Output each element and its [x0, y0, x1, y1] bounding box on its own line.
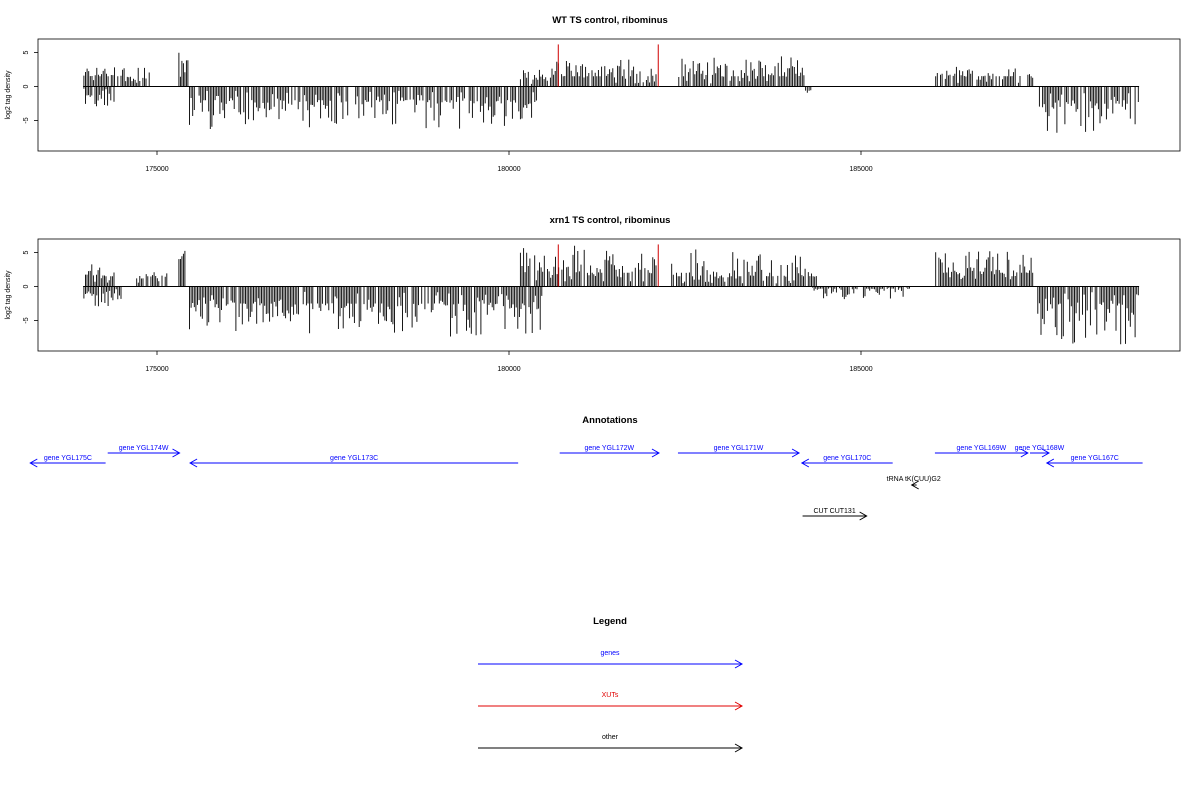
xrn1-y-axis-label: log2 tag density	[5, 270, 12, 320]
x-tick-label: 185000	[849, 366, 872, 373]
feature-label: gene YGL170C	[823, 455, 871, 462]
feature-arrowhead	[1041, 448, 1050, 458]
feature-label: gene YGL171W	[714, 445, 764, 452]
feature-label: gene YGL174W	[119, 445, 169, 452]
y-tick-label: -5	[23, 117, 30, 123]
y-tick-label: 5	[23, 51, 30, 55]
feature-label: gene YGL172W	[584, 445, 634, 452]
minus-strand-bars	[812, 286, 910, 300]
annotation-feature: gene YGL171W	[677, 445, 801, 458]
feature-arrowhead	[800, 458, 810, 468]
x-tick-label: 175000	[145, 166, 168, 173]
feature-label: gene YGL175C	[44, 455, 92, 462]
legend-arrowhead	[734, 701, 744, 711]
minus-strand-bars	[1038, 86, 1139, 133]
xrn1-panel-title: xrn1 TS control, ribominus	[550, 215, 671, 226]
wt-y-axis-label: log2 tag density	[5, 70, 12, 120]
annotation-feature: gene YGL168W	[1015, 445, 1065, 458]
plus-strand-bars	[551, 59, 657, 87]
feature-label: gene YGL169W	[957, 445, 1007, 452]
y-tick-label: 0	[23, 284, 30, 288]
feature-arrowhead	[910, 480, 919, 490]
x-tick-label: 180000	[497, 366, 520, 373]
annotations-title: Annotations	[582, 415, 637, 426]
legend: Legend genes XUTs other	[478, 616, 744, 753]
feature-label: tRNA tK(CUU)G2	[887, 476, 941, 483]
wt-axes: 175000 180000 185000 5 0 -5	[23, 51, 873, 173]
plus-strand-bars	[671, 249, 817, 287]
annotation-feature: gene YGL174W	[107, 445, 181, 458]
feature-arrowhead	[1045, 458, 1055, 468]
minus-strand-bars	[189, 286, 543, 337]
wt-coverage-panel: WT TS control, ribominus log2 tag densit…	[5, 15, 1181, 173]
xrn1-coverage-panel: xrn1 TS control, ribominus log2 tag dens…	[5, 215, 1181, 373]
minus-strand-bars	[83, 86, 115, 107]
feature-arrowhead	[791, 448, 801, 458]
x-tick-label: 175000	[145, 366, 168, 373]
annotation-feature: gene YGL170C	[800, 455, 893, 468]
feature-label: CUT CUT131	[813, 508, 855, 515]
legend-arrowhead	[734, 659, 744, 669]
annotation-feature: gene YGL172W	[559, 445, 660, 458]
feature-label: gene YGL167C	[1071, 455, 1119, 462]
legend-item: genes	[478, 650, 744, 669]
annotation-feature: gene YGL173C	[189, 455, 519, 468]
legend-label: genes	[600, 650, 620, 657]
legend-title: Legend	[593, 616, 627, 627]
wt-coverage-bars	[83, 44, 1140, 133]
plus-strand-bars	[178, 52, 189, 87]
plus-strand-bars	[935, 251, 1034, 287]
feature-arrowhead	[29, 458, 38, 468]
x-tick-label: 185000	[849, 166, 872, 173]
plus-strand-bars	[678, 56, 805, 87]
plus-strand-bars	[519, 69, 551, 87]
annotation-feature: gene YGL175C	[29, 455, 106, 468]
minus-strand-bars	[805, 86, 812, 93]
annotation-features: gene YGL175C gene YGL174W gene YGL173C gene…	[29, 445, 1143, 521]
wt-panel-title: WT TS control, ribominus	[552, 15, 668, 26]
legend-label: other	[602, 734, 619, 741]
y-tick-label: 0	[23, 84, 30, 88]
legend-arrowhead	[734, 743, 744, 753]
wt-plot-frame	[37, 38, 1181, 152]
annotation-feature: tRNA tK(CUU)G2	[887, 476, 941, 490]
plus-strand-bars	[83, 67, 122, 87]
xrn1-coverage-bars	[83, 244, 1140, 345]
legend-item: XUTs	[478, 692, 744, 711]
legend-item: other	[478, 734, 744, 753]
plus-strand-bars	[935, 66, 1034, 87]
minus-strand-bars	[189, 86, 537, 129]
feature-arrowhead	[859, 511, 868, 521]
plus-strand-bars	[136, 272, 168, 287]
xrn1-plot-frame	[37, 238, 1181, 352]
plus-strand-bars	[85, 264, 115, 287]
feature-arrowhead	[1020, 448, 1029, 458]
x-tick-label: 180000	[497, 166, 520, 173]
feature-arrowhead	[651, 448, 660, 458]
annotation-feature: gene YGL167C	[1045, 455, 1143, 468]
minus-strand-bars	[1037, 286, 1139, 345]
plus-strand-bars	[178, 250, 186, 287]
legend-items: genes XUTs other	[478, 650, 744, 753]
minus-strand-bars	[83, 286, 122, 307]
feature-arrowhead	[172, 448, 181, 458]
plus-strand-bars	[519, 245, 657, 287]
y-tick-label: -5	[23, 317, 30, 323]
annotation-feature: CUT CUT131	[802, 508, 868, 521]
annotation-feature: gene YGL169W	[934, 445, 1029, 458]
feature-label: gene YGL173C	[330, 455, 378, 462]
feature-label: gene YGL168W	[1015, 445, 1065, 452]
legend-label: XUTs	[602, 692, 619, 699]
feature-arrowhead	[189, 458, 198, 468]
xrn1-axes: 175000 180000 185000 5 0 -5	[23, 251, 873, 373]
y-tick-label: 5	[23, 251, 30, 255]
plus-strand-bars	[122, 67, 150, 87]
